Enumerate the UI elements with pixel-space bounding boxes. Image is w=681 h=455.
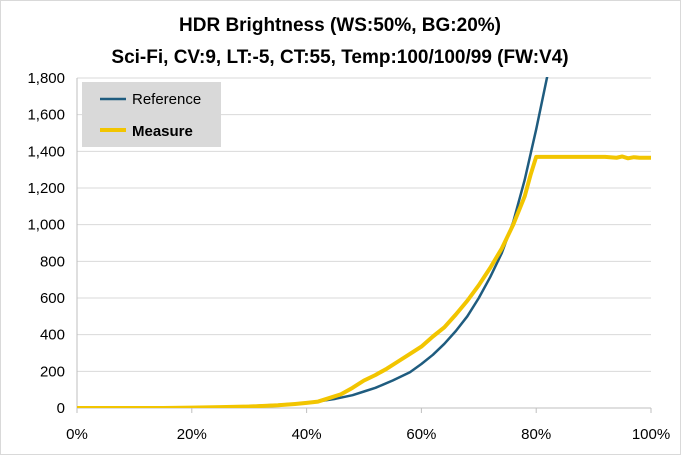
y-tick-label-0: 0 xyxy=(57,400,65,417)
chart-title-line2: Sci-Fi, CV:9, LT:-5, CT:55, Temp:100/100… xyxy=(111,47,568,68)
x-tick-label-20: 20% xyxy=(177,426,207,443)
y-tick-label-1600: 1,600 xyxy=(27,107,65,124)
x-tick-label-80: 80% xyxy=(521,426,551,443)
chart-title-line1: HDR Brightness (WS:50%, BG:20%) xyxy=(179,15,501,36)
legend-background xyxy=(82,82,221,147)
y-tick-label-1000: 1,000 xyxy=(27,217,65,234)
tick-labels: 0 200 400 600 800 1,000 1,200 1,400 1,600 1,800 0%… xyxy=(27,70,670,443)
legend: Reference Measure xyxy=(82,82,221,147)
y-tick-label-800: 800 xyxy=(40,253,65,270)
series-lines xyxy=(77,77,651,408)
y-tick-label-1800: 1,800 xyxy=(27,70,65,87)
y-tick-label-600: 600 xyxy=(40,290,65,307)
legend-label-measure: Measure xyxy=(132,123,193,140)
series-line-measure xyxy=(77,154,651,408)
legend-label-reference: Reference xyxy=(132,91,201,108)
y-tick-label-1200: 1,200 xyxy=(27,180,65,197)
x-tick-label-40: 40% xyxy=(292,426,322,443)
x-tick-label-0: 0% xyxy=(66,426,88,443)
x-tick-label-60: 60% xyxy=(406,426,436,443)
x-tick-label-100: 100% xyxy=(632,426,670,443)
y-tick-label-400: 400 xyxy=(40,327,65,344)
y-tick-label-200: 200 xyxy=(40,363,65,380)
y-tick-label-1400: 1,400 xyxy=(27,143,65,160)
